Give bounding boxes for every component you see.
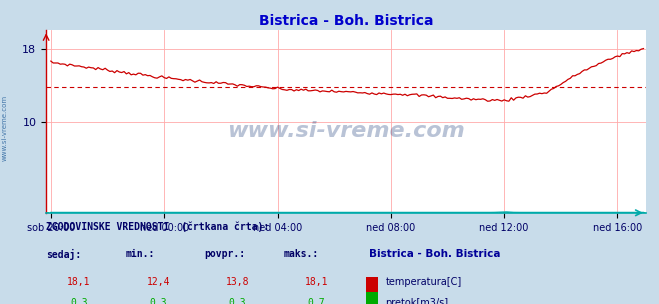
Text: 12,4: 12,4 <box>146 277 170 287</box>
Text: 0,3: 0,3 <box>71 298 88 304</box>
Text: 0,3: 0,3 <box>229 298 246 304</box>
Text: maks.:: maks.: <box>283 249 318 259</box>
Text: Bistrica - Boh. Bistrica: Bistrica - Boh. Bistrica <box>369 249 501 259</box>
Text: povpr.:: povpr.: <box>204 249 245 259</box>
Text: pretok[m3/s]: pretok[m3/s] <box>386 298 449 304</box>
Text: www.si-vreme.com: www.si-vreme.com <box>227 121 465 141</box>
Text: 18,1: 18,1 <box>304 277 328 287</box>
Text: min.:: min.: <box>125 249 155 259</box>
Text: temperatura[C]: temperatura[C] <box>386 277 462 287</box>
Title: Bistrica - Boh. Bistrica: Bistrica - Boh. Bistrica <box>259 14 433 28</box>
Text: 0,3: 0,3 <box>150 298 167 304</box>
Text: sedaj:: sedaj: <box>46 249 81 260</box>
Text: ZGODOVINSKE VREDNOSTI  (črtkana črta):: ZGODOVINSKE VREDNOSTI (črtkana črta): <box>46 222 270 233</box>
Text: 18,1: 18,1 <box>67 277 91 287</box>
Text: 0,7: 0,7 <box>308 298 325 304</box>
Text: www.si-vreme.com: www.si-vreme.com <box>2 95 8 161</box>
Text: 13,8: 13,8 <box>225 277 249 287</box>
